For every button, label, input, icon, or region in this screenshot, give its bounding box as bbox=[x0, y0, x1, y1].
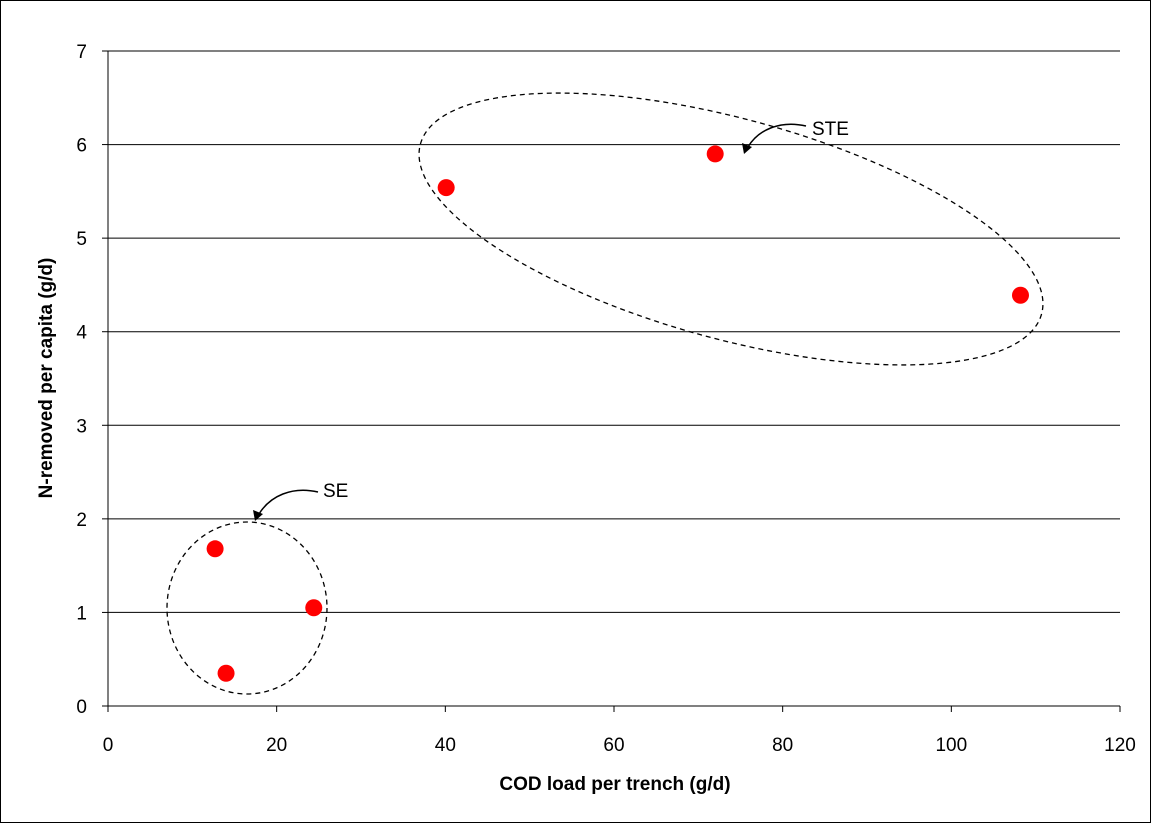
y-tick-label-5: 5 bbox=[76, 229, 87, 250]
y-axis-ticks: 0 1 2 3 4 5 6 7 bbox=[76, 42, 108, 718]
x-axis-ticks: 0 20 40 60 80 100 120 bbox=[103, 706, 1136, 756]
se-group-ellipse bbox=[166, 521, 328, 695]
data-point-6 bbox=[1011, 286, 1029, 304]
y-tick-label-1: 1 bbox=[76, 603, 87, 624]
data-point-5 bbox=[706, 145, 724, 163]
y-tick-label-2: 2 bbox=[76, 510, 87, 531]
ste-label: STE bbox=[812, 119, 849, 140]
se-arrowhead bbox=[253, 510, 263, 521]
data-point-1 bbox=[206, 540, 224, 558]
data-point-2 bbox=[217, 664, 235, 682]
data-point-3 bbox=[305, 599, 323, 617]
se-label: SE bbox=[323, 481, 348, 502]
y-tick-label-7: 7 bbox=[76, 42, 87, 63]
data-points bbox=[206, 145, 1029, 682]
x-tick-label-100: 100 bbox=[935, 735, 967, 756]
y-axis-title: N-removed per capita (g/d) bbox=[36, 258, 57, 499]
x-tick-label-40: 40 bbox=[435, 735, 456, 756]
x-tick-label-60: 60 bbox=[603, 735, 624, 756]
y-tick-label-4: 4 bbox=[76, 323, 87, 344]
y-tick-label-0: 0 bbox=[76, 697, 87, 718]
gridlines bbox=[108, 50, 1120, 613]
ste-arrowhead bbox=[742, 143, 752, 154]
x-tick-label-20: 20 bbox=[266, 735, 287, 756]
x-tick-label-80: 80 bbox=[772, 735, 793, 756]
x-tick-label-0: 0 bbox=[103, 735, 114, 756]
x-axis-title: COD load per trench (g/d) bbox=[499, 774, 730, 795]
annotations: STE SE bbox=[166, 92, 1044, 695]
ste-group-ellipse bbox=[418, 92, 1044, 366]
ste-arrow bbox=[747, 123, 807, 148]
se-arrow bbox=[258, 489, 319, 515]
data-point-4 bbox=[437, 179, 455, 197]
x-tick-label-120: 120 bbox=[1104, 735, 1136, 756]
y-tick-label-6: 6 bbox=[76, 136, 87, 157]
y-tick-label-3: 3 bbox=[76, 416, 87, 437]
